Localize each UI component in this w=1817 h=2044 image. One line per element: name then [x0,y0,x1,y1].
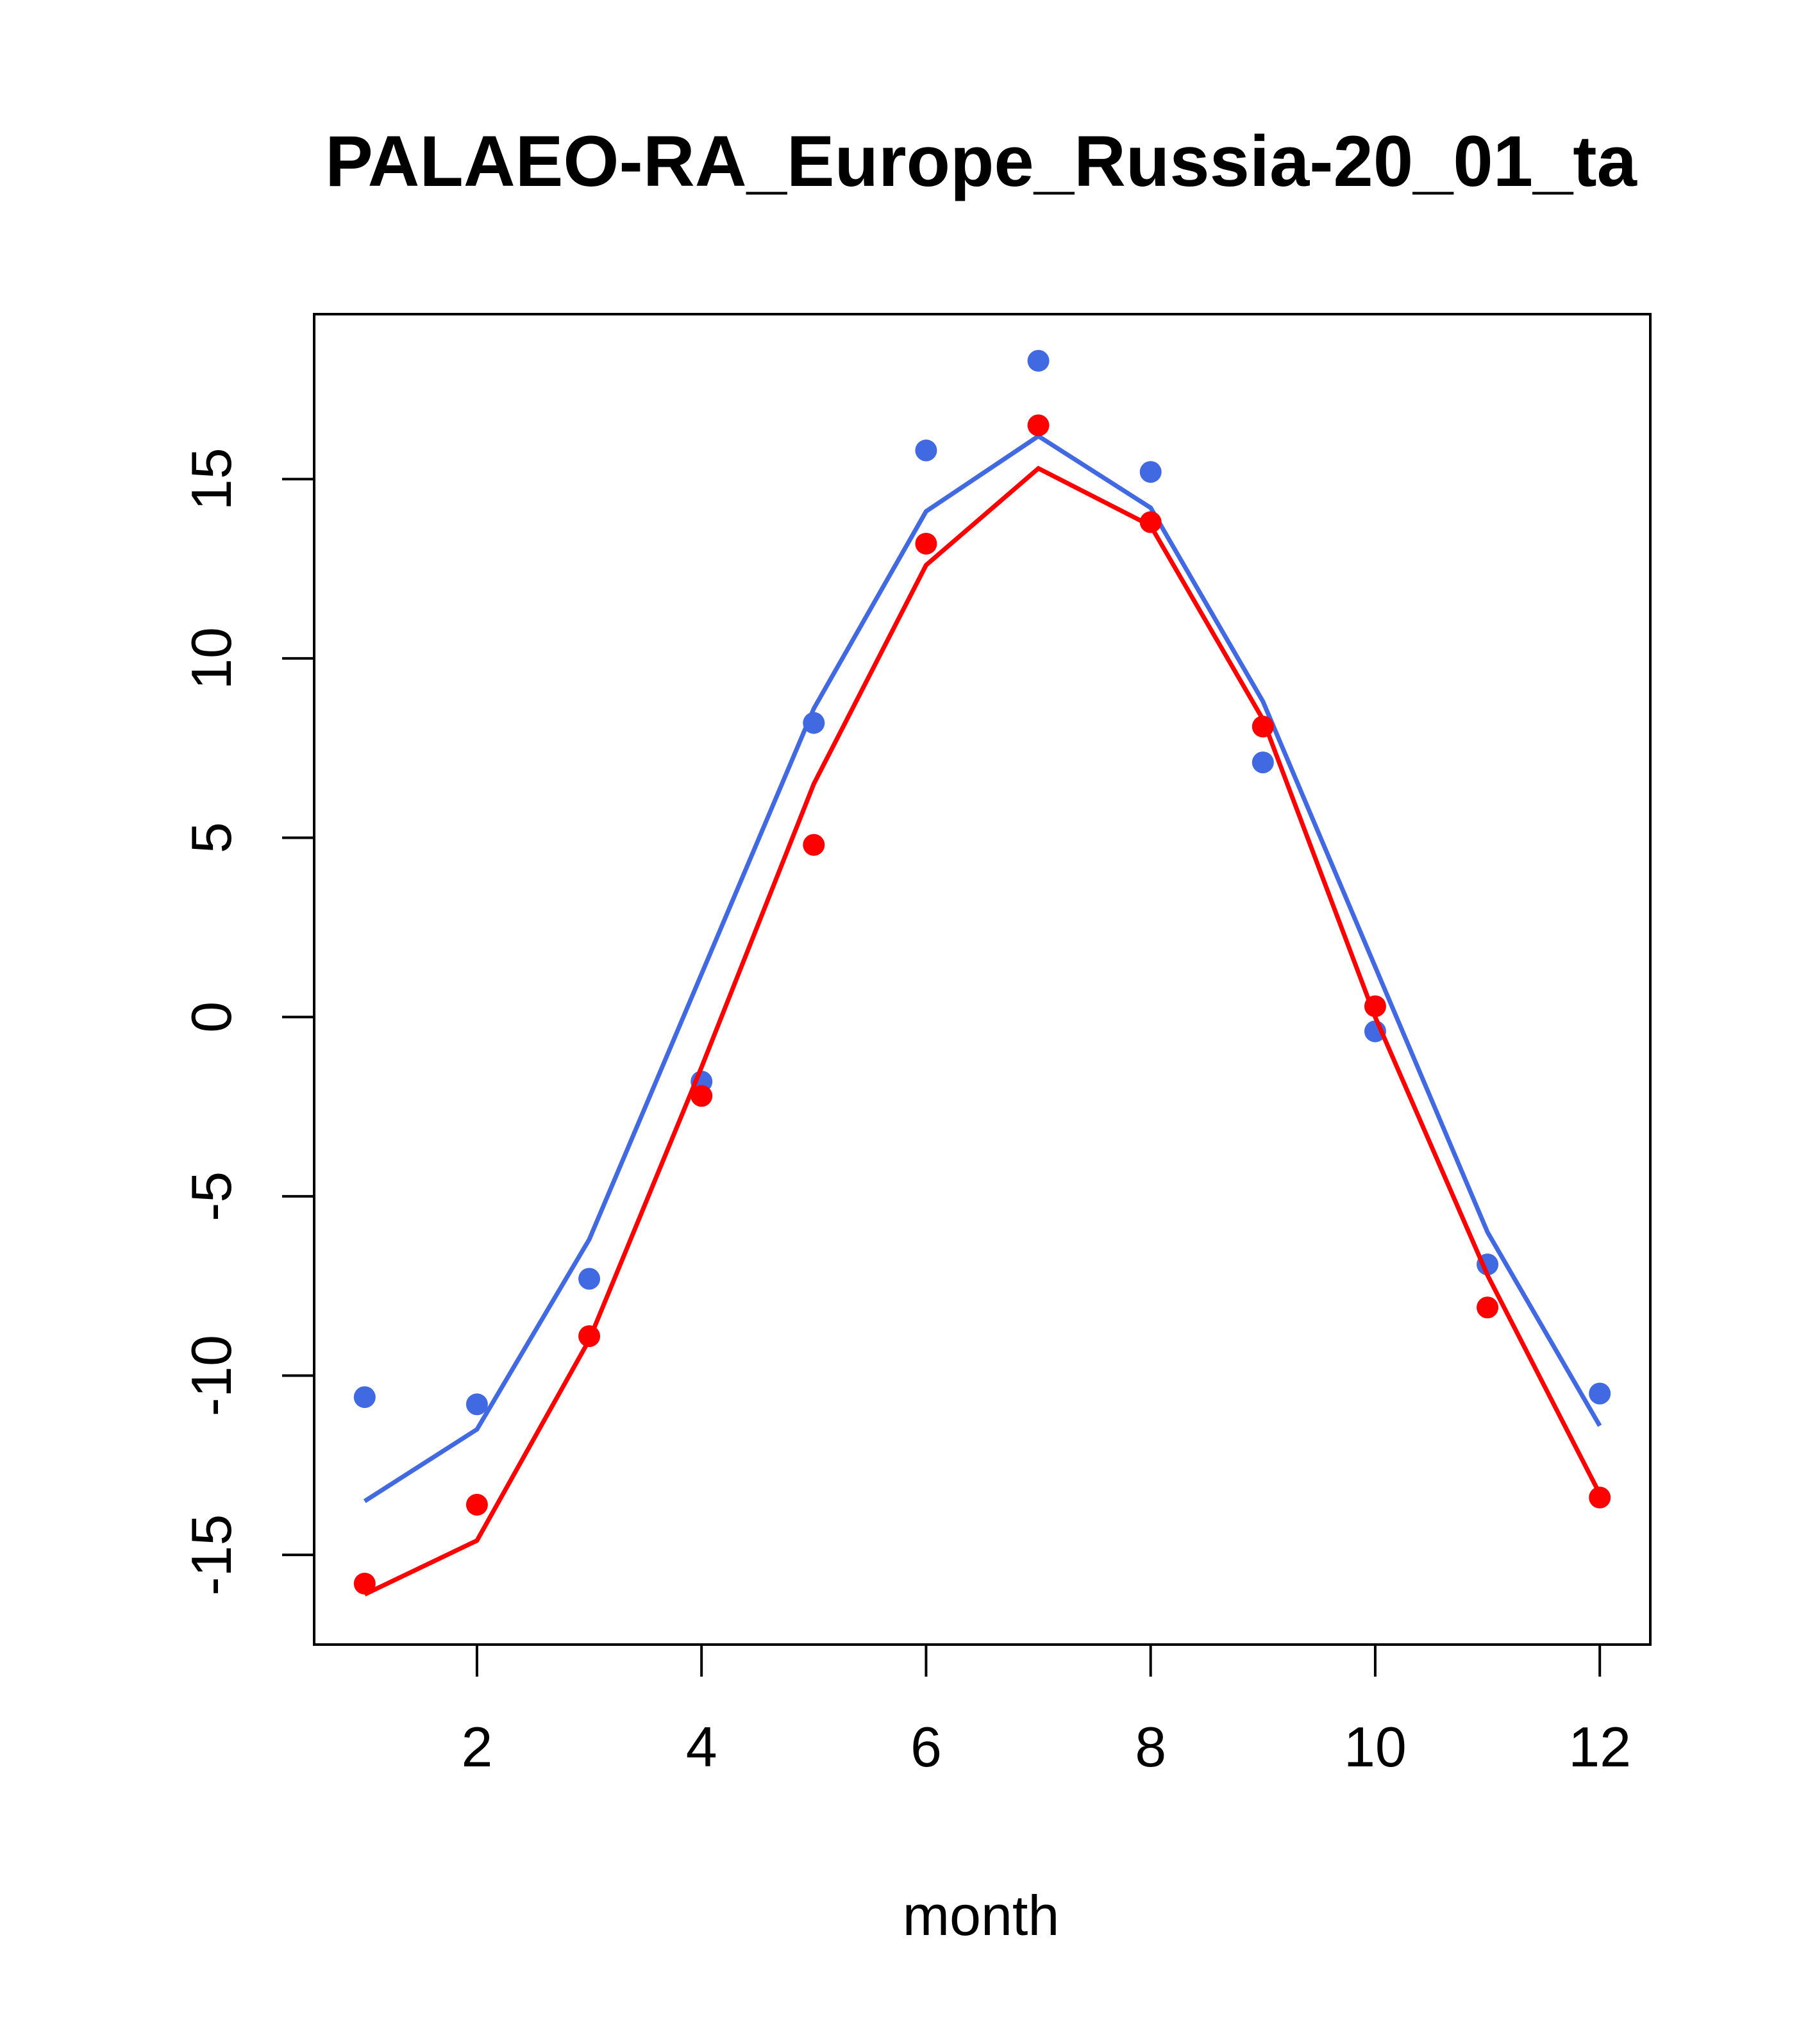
x-tick-label: 2 [461,1715,492,1779]
chart-title: PALAEO-RA_Europe_Russia-20_01_ta [325,121,1637,201]
series-point-2 [1252,716,1274,738]
series-point-1 [1139,461,1162,483]
x-tick-label: 6 [910,1715,942,1779]
series-point-2 [465,1493,488,1516]
x-tick-label: 4 [686,1715,717,1779]
series-point-2 [353,1572,376,1595]
plot-area [353,349,1611,1596]
series-point-2 [803,834,825,856]
series-point-1 [803,712,825,734]
series-point-2 [915,532,937,555]
y-tick-label: -15 [180,1514,243,1596]
series-point-2 [578,1325,601,1348]
series-point-2 [1477,1296,1499,1319]
series-line-2 [364,465,1602,1596]
series-point-1 [915,439,937,462]
x-tick-label: 10 [1344,1715,1407,1779]
series-point-2 [691,1085,713,1107]
x-tick-label: 8 [1135,1715,1166,1779]
series-point-2 [1027,414,1050,437]
axes: 2 4 6 8 10 12 -15 -10 -5 0 5 10 15 [180,313,1652,1779]
y-tick-label: -5 [180,1171,243,1221]
y-tick-label: 0 [180,1001,243,1033]
x-axis-label: month [903,1884,1060,1947]
series-point-2 [1589,1486,1611,1509]
plot-frame [313,313,1652,1646]
series-line-1 [363,433,1602,1504]
series-point-1 [353,1386,376,1409]
y-tick-label: 5 [180,822,243,853]
series-point-1 [1589,1382,1611,1405]
series-point-1 [1027,349,1050,372]
x-tick-label: 12 [1568,1715,1631,1779]
y-tick-label: -10 [180,1335,243,1416]
y-tick-label: 10 [180,627,243,690]
series-point-1 [1252,751,1274,774]
y-tick-label: 15 [180,448,243,510]
series-point-1 [465,1393,488,1416]
series-point-2 [1364,995,1386,1018]
series-point-1 [578,1268,601,1290]
series-point-2 [1139,511,1162,533]
